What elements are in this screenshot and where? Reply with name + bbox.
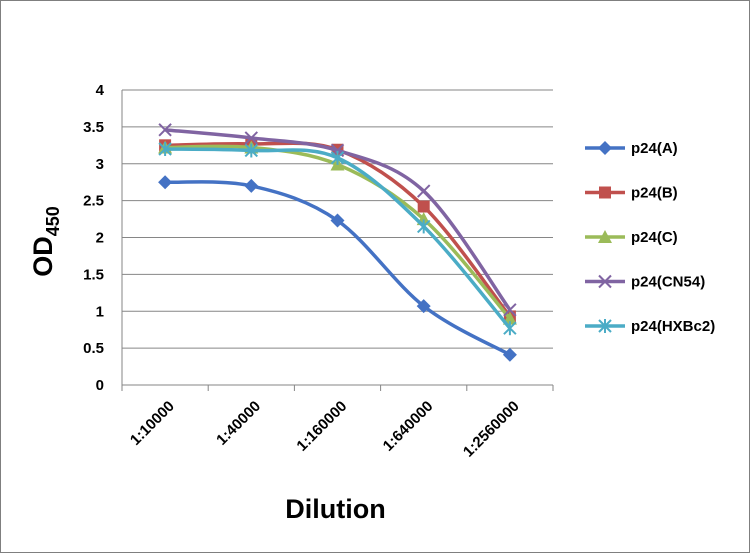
legend-marker bbox=[598, 274, 612, 289]
legend-item-p24-hxbc2: p24(HXBc2) bbox=[585, 318, 715, 335]
y-tick-label: 2 bbox=[96, 230, 104, 247]
legend-label: p24(A) bbox=[631, 140, 678, 157]
marker-stroke bbox=[416, 184, 431, 198]
marker-stroke bbox=[158, 123, 172, 137]
y-tick-label: 0 bbox=[96, 377, 104, 394]
y-tick-label: 3 bbox=[96, 156, 104, 173]
y-axis-title: OD450 bbox=[28, 206, 63, 277]
legend-marker bbox=[599, 186, 611, 199]
x-tick-label: 1:2560000 bbox=[460, 398, 523, 461]
data-point-p24-a bbox=[158, 175, 173, 190]
data-point-p24-a bbox=[416, 299, 431, 314]
marker-stroke bbox=[598, 274, 612, 289]
legend-label: p24(B) bbox=[631, 185, 678, 202]
marker-stroke bbox=[244, 131, 259, 145]
data-point-p24-cn54 bbox=[244, 131, 259, 145]
data-point-p24-a bbox=[244, 178, 259, 193]
y-axis-title-subscript: 450 bbox=[43, 206, 63, 236]
x-tick-label: 1:40000 bbox=[213, 398, 264, 449]
data-point-p24-cn54 bbox=[503, 303, 517, 317]
legend-item-p24-cn54: p24(CN54) bbox=[585, 274, 705, 291]
series-line-p24-a bbox=[165, 180, 511, 357]
legend-item-p24-b: p24(B) bbox=[585, 185, 678, 202]
legend-marker bbox=[598, 141, 612, 155]
y-tick-label: 0.5 bbox=[83, 340, 104, 357]
y-tick-label: 4 bbox=[96, 82, 105, 99]
data-point-p24-hxbc2 bbox=[330, 150, 345, 165]
x-tick-label: 1:160000 bbox=[293, 398, 350, 455]
y-tick-label: 2.5 bbox=[83, 193, 104, 210]
series-line-p24-hxbc2 bbox=[165, 147, 512, 330]
y-axis-title-main: OD bbox=[28, 236, 58, 277]
data-point-p24-cn54 bbox=[158, 123, 172, 137]
legend-item-p24-c: p24(C) bbox=[585, 229, 678, 246]
data-point-p24-b bbox=[417, 200, 430, 213]
y-tick-label: 1.5 bbox=[83, 266, 104, 283]
marker-stroke bbox=[503, 303, 517, 317]
data-point-p24-hxbc2 bbox=[416, 219, 431, 234]
data-point-p24-hxbc2 bbox=[244, 143, 259, 158]
series-line-p24-cn54 bbox=[164, 128, 512, 311]
y-tick-label: 1 bbox=[96, 303, 104, 320]
x-tick-label: 1:640000 bbox=[380, 398, 437, 455]
legend-label: p24(HXBc2) bbox=[631, 318, 715, 335]
data-point-p24-hxbc2 bbox=[503, 321, 517, 336]
data-point-p24-hxbc2 bbox=[158, 142, 172, 156]
legend-marker bbox=[598, 319, 612, 333]
legend-label: p24(C) bbox=[631, 229, 678, 246]
y-tick-label: 3.5 bbox=[83, 119, 104, 136]
legend: p24(A) p24(B) p24(C) p24(CN54) p24(HXBc2) bbox=[585, 140, 715, 335]
data-point-p24-a bbox=[502, 347, 517, 362]
legend-item-p24-a: p24(A) bbox=[585, 140, 678, 157]
x-tick-label: 1:10000 bbox=[127, 398, 178, 449]
x-axis-title: Dilution bbox=[285, 494, 385, 524]
data-point-p24-a bbox=[330, 213, 345, 228]
legend-marker bbox=[598, 230, 612, 243]
data-point-p24-cn54 bbox=[416, 184, 431, 198]
legend-label: p24(CN54) bbox=[631, 274, 705, 291]
